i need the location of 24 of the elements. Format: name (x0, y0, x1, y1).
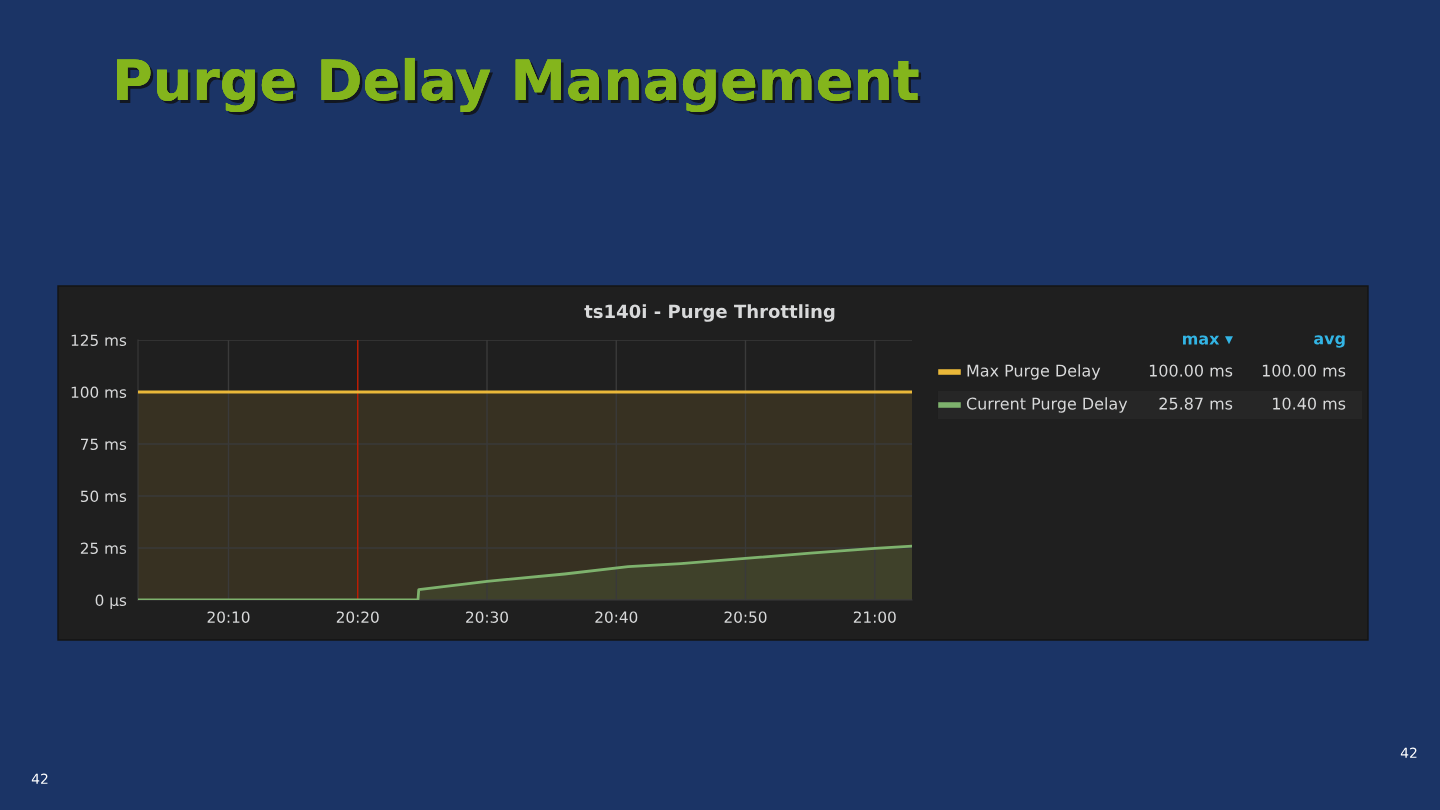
text: 100.00 ms (1149, 364, 1233, 377)
y-tick-label: 50 ms (80, 490, 127, 503)
x-tick-label: 20:30 (466, 611, 508, 623)
chart-subtitle: ts140i - Purge Throttling (584, 304, 835, 322)
text: avg (1314, 335, 1345, 348)
text: 42 (31, 773, 48, 784)
text: 25.87 ms (1159, 397, 1233, 410)
x-tick-label: 20:50 (724, 611, 767, 623)
y-tick-label: 125 ms (71, 334, 127, 347)
legend-label: Max Purge Delay (967, 364, 1101, 380)
y-tick-label: 100 ms (71, 386, 127, 399)
text: max ▾ (1183, 335, 1233, 345)
x-tick-label: 20:10 (207, 611, 250, 623)
chart-title: Purge Delay Management (117, 57, 922, 115)
y-tick-label: 75 ms (81, 438, 127, 451)
legend-label: Current Purge Delay (966, 397, 1128, 413)
x-tick-label: 21:00 (853, 611, 896, 623)
text: 42 (1400, 747, 1417, 758)
x-tick-label: 20:40 (595, 611, 638, 623)
text: 10.40 ms (1273, 397, 1346, 410)
y-tick-label: 25 ms (80, 542, 127, 555)
x-tick-label: 20:20 (336, 611, 379, 623)
y-tick-label: 0 µs (95, 594, 127, 609)
text: 100.00 ms (1262, 364, 1346, 377)
